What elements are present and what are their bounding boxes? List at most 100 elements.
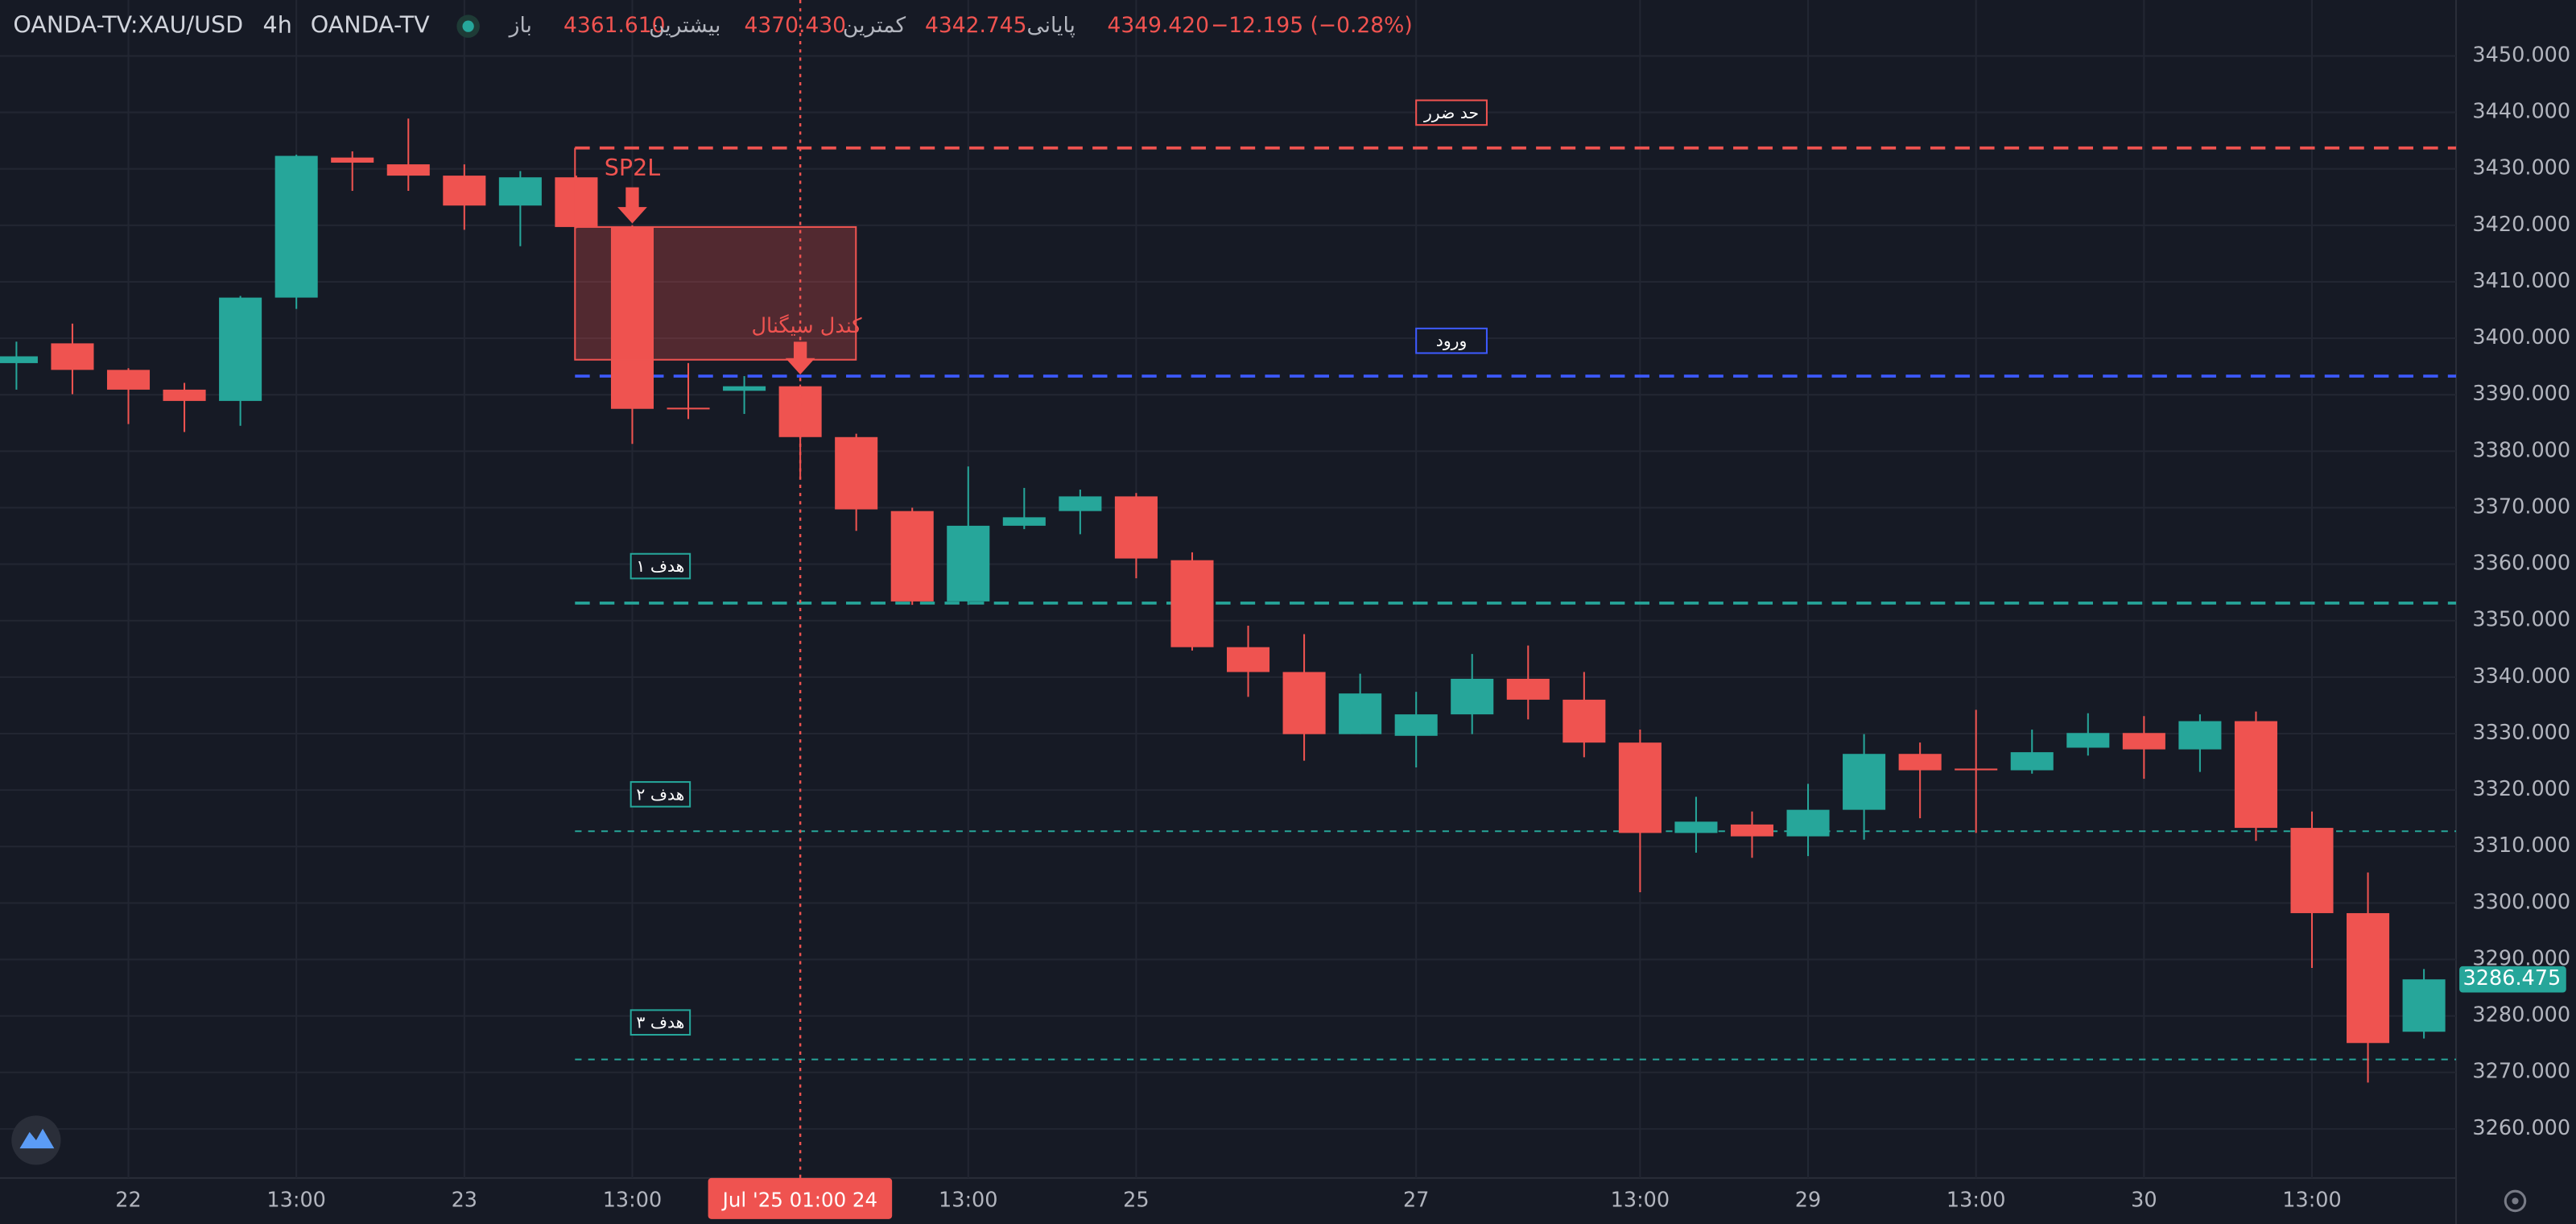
candle-body	[610, 226, 654, 409]
logo[interactable]	[11, 1115, 61, 1165]
candle-body	[2010, 752, 2054, 771]
y-tick-label: 3340.000	[2472, 664, 2570, 688]
level-label: ورود	[1436, 331, 1468, 350]
x-tick-label: 13:00	[1611, 1188, 1670, 1212]
candle-body	[275, 155, 318, 298]
candle-body	[947, 525, 990, 602]
candle-body	[386, 164, 430, 176]
settings-gear[interactable]	[2504, 1189, 2527, 1213]
y-tick-label: 3430.000	[2472, 156, 2570, 180]
y-tick-label: 3380.000	[2472, 438, 2570, 462]
y-tick-label: 3260.000	[2472, 1116, 2570, 1140]
y-tick-label: 3280.000	[2472, 1003, 2570, 1028]
level-label-box	[630, 552, 691, 580]
candle-body	[1898, 754, 1942, 771]
x-tick-label: 25	[1123, 1188, 1149, 1212]
y-tick-label: 3330.000	[2472, 721, 2570, 745]
y-tick-label: 3360.000	[2472, 552, 2570, 576]
change: −12.195 (−0.28%)	[1211, 13, 1413, 38]
x-tick-label: 13:00	[939, 1188, 998, 1212]
candle-body	[1674, 821, 1718, 833]
settings-button[interactable]	[2504, 1189, 2527, 1213]
status-dot	[462, 20, 474, 32]
level-label: حد ضرر	[1423, 103, 1479, 122]
levels: حد ضرر ورود هدف ۱ هدف ۲ هدف ۳	[575, 99, 2457, 1061]
signal-marker-arrow	[617, 187, 647, 224]
x-tick-label: 13:00	[603, 1188, 663, 1212]
x-tick-label: 23	[452, 1188, 477, 1212]
y-tick-label: 3400.000	[2472, 325, 2570, 349]
candle-body	[2290, 828, 2334, 913]
signal-box-label: کندل سیگنال	[752, 314, 863, 338]
candle-body	[163, 389, 206, 401]
y-tick-label: 3450.000	[2472, 43, 2570, 67]
candle-body	[555, 177, 598, 227]
level-label-box	[1415, 99, 1488, 126]
y-tick-label: 3310.000	[2472, 833, 2570, 858]
ohlc-value: 4370.430	[744, 13, 846, 38]
candle-body	[1786, 809, 1830, 837]
candle-body	[443, 176, 486, 206]
header: OANDA-TV:XAU/USD 4h OANDA-TV باز 4361.610…	[13, 11, 1412, 39]
x-tick-label: 13:00	[266, 1188, 326, 1212]
candle-body	[1059, 496, 1102, 511]
last-price-label: 3286.475	[2463, 966, 2562, 990]
ohlc-label: باز	[508, 13, 532, 38]
candle-body	[2122, 733, 2165, 750]
candle-body	[1002, 517, 1046, 526]
candle-body	[2234, 721, 2277, 829]
candle-body	[2066, 733, 2110, 748]
level-label-box	[630, 1009, 691, 1036]
crosshair-label-box	[708, 1177, 893, 1219]
level-label: هدف ۳	[636, 1013, 684, 1032]
y-tick-label: 3420.000	[2472, 213, 2570, 237]
settings-gear-center[interactable]	[2512, 1197, 2519, 1205]
level-label-box	[630, 781, 691, 808]
signal-marker-label: SP2L	[605, 154, 661, 181]
logo-mark[interactable]	[19, 1128, 55, 1149]
candle-body	[2347, 912, 2390, 1044]
candle-body	[498, 177, 542, 206]
symbol: OANDA-TV:XAU/USD	[13, 11, 243, 39]
ohlc-value: 4361.610	[564, 13, 666, 38]
candle-body	[667, 407, 710, 410]
candle-body	[1170, 560, 1214, 647]
candle-body	[51, 343, 94, 370]
x-tick-label: 22	[115, 1188, 141, 1212]
candle-body	[1843, 754, 1886, 810]
candle-body	[1451, 678, 1494, 715]
y-tick-label: 3320.000	[2472, 777, 2570, 801]
ohlc-label: پایانی	[1027, 13, 1075, 38]
candle-body	[331, 157, 374, 163]
candle-body	[1282, 672, 1326, 734]
y-tick-label: 3350.000	[2472, 608, 2570, 632]
candle-body	[1955, 768, 1998, 771]
candle-body	[1339, 693, 1382, 734]
candle-body	[106, 370, 151, 390]
ohlc-label: کمترین	[843, 13, 906, 38]
x-tick-label: 13:00	[2282, 1188, 2342, 1212]
candle-body	[890, 511, 934, 602]
candle-body	[1227, 647, 1270, 672]
y-tick-label: 3410.000	[2472, 269, 2570, 293]
candle-body	[835, 436, 878, 510]
candle-body	[2402, 979, 2446, 1032]
overlay: SP2L کندل سیگنال Jul '25 01:00 24 3286.475	[574, 0, 2566, 1219]
last-price-box	[2459, 966, 2566, 993]
crosshair-label: Jul '25 01:00 24	[721, 1188, 877, 1211]
level-label: هدف ۱	[636, 556, 684, 576]
source: OANDA-TV	[311, 11, 430, 39]
candle-body	[219, 297, 262, 401]
candle-body	[1114, 496, 1158, 559]
y-tick-label: 3300.000	[2472, 890, 2570, 914]
x-tick-label: 30	[2131, 1188, 2157, 1212]
y-tick-label: 3390.000	[2472, 382, 2570, 406]
candles	[0, 118, 2446, 1083]
candle-body	[1563, 699, 1606, 743]
ohlc-value: 4342.745	[925, 13, 1027, 38]
y-tick-label: 3270.000	[2472, 1060, 2570, 1084]
signal-box	[574, 225, 857, 361]
candle-body	[1394, 714, 1438, 736]
